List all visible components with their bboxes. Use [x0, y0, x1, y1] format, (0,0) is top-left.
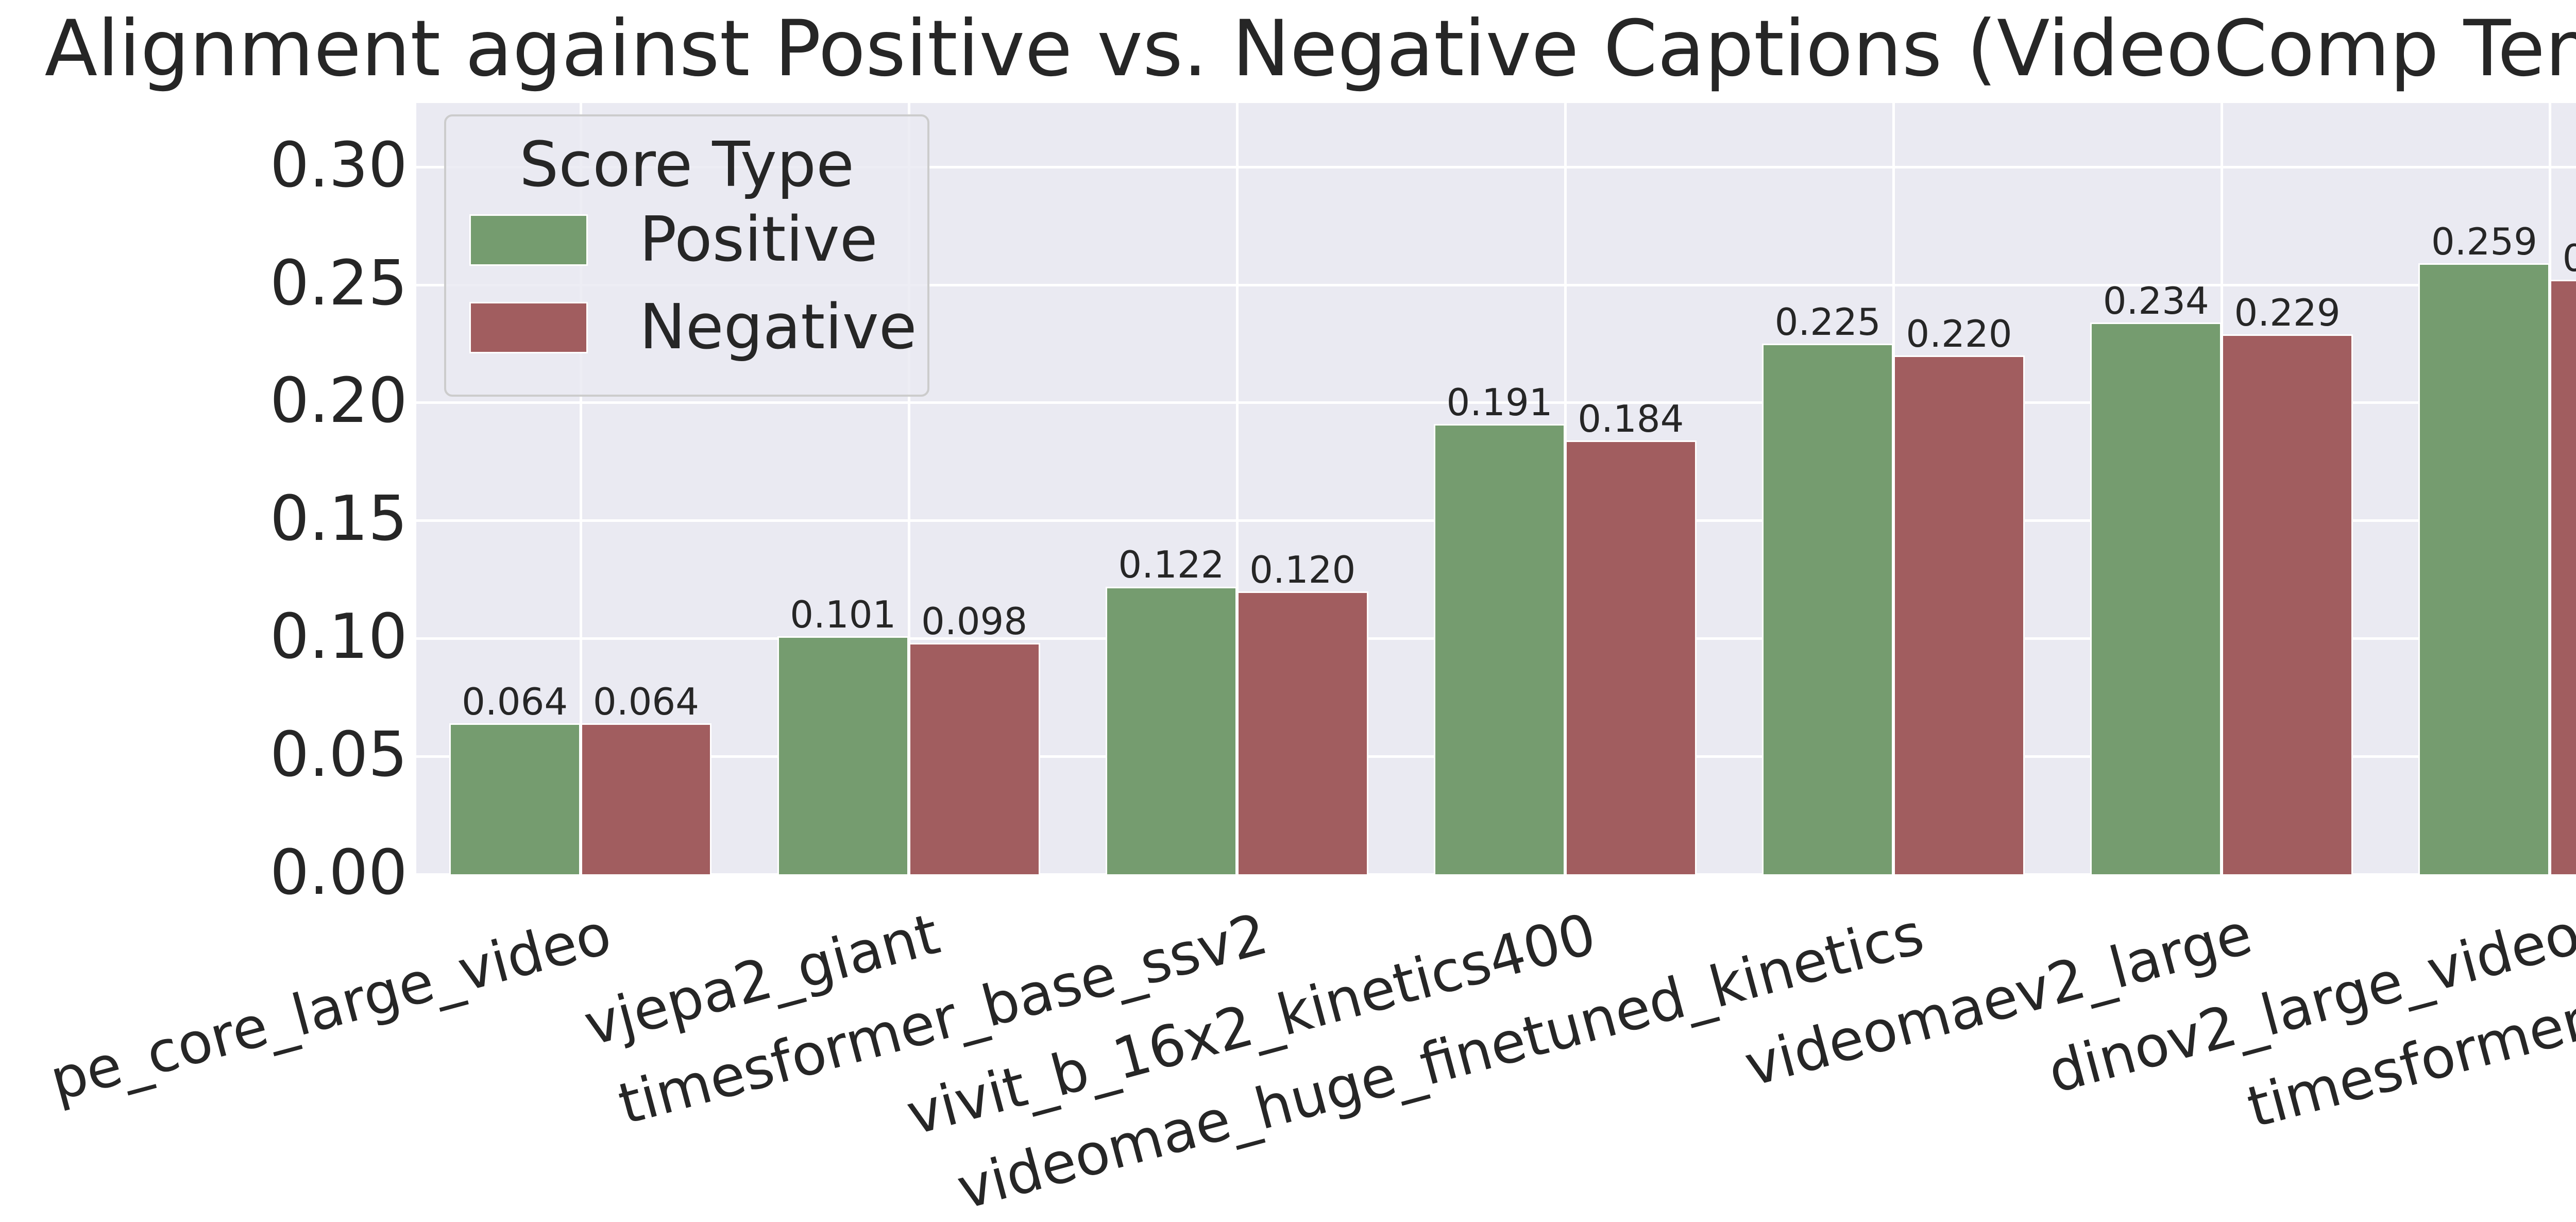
x-tick-label: pe_core_large_video — [43, 901, 618, 1114]
y-tick-label: 0.05 — [269, 719, 408, 791]
bar-value-label: 0.122 — [1118, 543, 1225, 587]
bar-value-label: 0.252 — [2562, 236, 2576, 280]
bar-value-label: 0.098 — [921, 600, 1028, 643]
bar-positive — [449, 723, 581, 874]
bar-positive — [2418, 263, 2550, 874]
y-tick-label: 0.15 — [269, 483, 408, 555]
bar-negative — [1893, 355, 2025, 874]
bar-value-label: 0.101 — [790, 592, 896, 636]
bar-negative — [1236, 591, 1368, 874]
y-tick-label: 0.20 — [269, 365, 408, 437]
bar-positive — [1105, 586, 1237, 874]
bar-negative — [1565, 440, 1697, 874]
legend-swatch-negative — [469, 302, 588, 353]
bar-positive — [777, 636, 909, 874]
bar-negative — [2550, 280, 2576, 874]
bar-value-label: 0.259 — [2431, 220, 2537, 264]
bar-value-label: 0.225 — [1774, 300, 1881, 344]
gridline-horizontal — [416, 165, 2576, 168]
bar-value-label: 0.191 — [1446, 380, 1553, 424]
bar-value-label: 0.064 — [462, 680, 568, 723]
legend-title: Score Type — [519, 129, 854, 201]
bar-value-label: 0.220 — [1906, 312, 2012, 355]
plot-area: 0.0640.1010.1220.1910.2250.2340.2590.318… — [416, 103, 2576, 874]
y-tick-label: 0.30 — [269, 129, 408, 201]
bar-negative — [908, 643, 1040, 874]
bar-negative — [2222, 334, 2353, 874]
bar-positive — [2090, 322, 2222, 874]
gridline-horizontal — [416, 401, 2576, 404]
legend-swatch-positive — [469, 214, 588, 266]
bar-negative — [580, 723, 712, 874]
bar-positive — [1434, 423, 1565, 874]
bar-value-label: 0.120 — [1249, 548, 1356, 591]
gridline-vertical — [579, 103, 582, 874]
gridline-vertical — [1235, 103, 1239, 874]
legend-label-negative: Negative — [639, 292, 917, 363]
bar-positive — [1762, 343, 1894, 874]
legend: Score Type Positive Negative — [444, 114, 929, 397]
bar-value-label: 0.184 — [1578, 397, 1684, 440]
y-tick-label: 0.25 — [269, 247, 408, 319]
legend-label-positive: Positive — [639, 204, 878, 276]
bar-value-label: 0.229 — [2234, 291, 2341, 334]
bar-value-label: 0.234 — [2103, 279, 2209, 323]
bar-value-label: 0.064 — [592, 680, 700, 723]
chart-title: Alignment against Positive vs. Negative … — [44, 4, 2576, 94]
gridline-horizontal — [416, 283, 2576, 286]
gridline-vertical — [907, 103, 910, 874]
y-tick-label: 0.10 — [269, 601, 408, 673]
y-tick-label: 0.00 — [269, 837, 408, 909]
